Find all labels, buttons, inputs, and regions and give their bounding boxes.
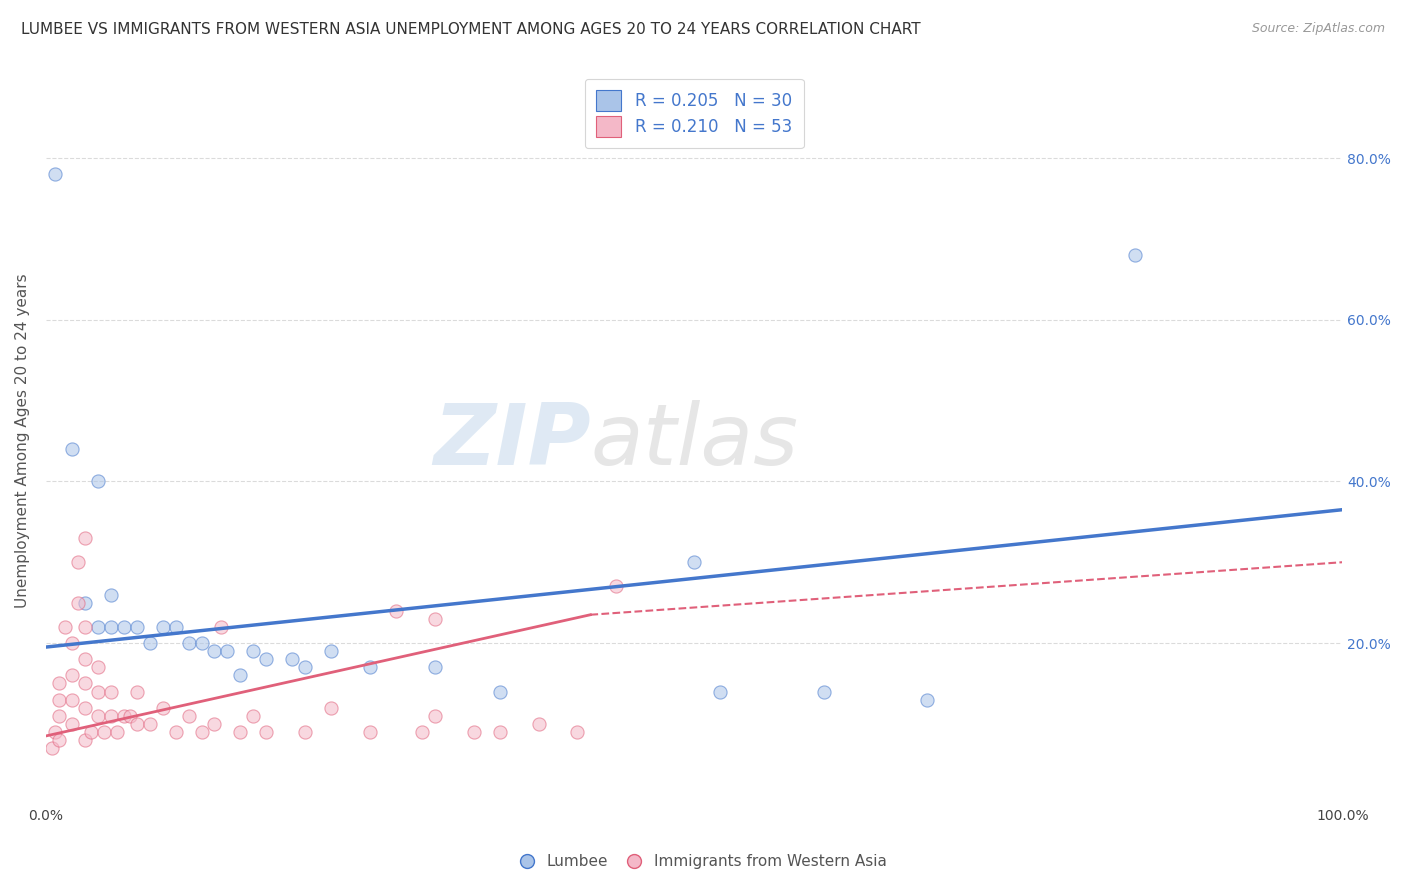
Point bbox=[359, 660, 381, 674]
Point bbox=[60, 636, 83, 650]
Point bbox=[73, 700, 96, 714]
Point bbox=[60, 442, 83, 456]
Point bbox=[87, 660, 110, 674]
Point bbox=[100, 588, 122, 602]
Point bbox=[125, 620, 148, 634]
Point bbox=[100, 708, 122, 723]
Point bbox=[125, 684, 148, 698]
Point bbox=[93, 725, 115, 739]
Point bbox=[41, 741, 63, 756]
Point bbox=[190, 636, 212, 650]
Point bbox=[112, 708, 135, 723]
Point bbox=[60, 668, 83, 682]
Point bbox=[190, 725, 212, 739]
Point bbox=[321, 700, 343, 714]
Point bbox=[683, 555, 706, 569]
Point bbox=[294, 725, 316, 739]
Text: Source: ZipAtlas.com: Source: ZipAtlas.com bbox=[1251, 22, 1385, 36]
Point bbox=[73, 620, 96, 634]
Point bbox=[813, 684, 835, 698]
Point bbox=[67, 555, 90, 569]
Point bbox=[709, 684, 731, 698]
Y-axis label: Unemployment Among Ages 20 to 24 years: Unemployment Among Ages 20 to 24 years bbox=[15, 274, 30, 608]
Point bbox=[165, 725, 187, 739]
Point bbox=[87, 620, 110, 634]
Point bbox=[385, 604, 408, 618]
Point bbox=[567, 725, 589, 739]
Point bbox=[605, 579, 627, 593]
Point bbox=[60, 716, 83, 731]
Point bbox=[488, 725, 510, 739]
Point bbox=[73, 652, 96, 666]
Point bbox=[463, 725, 485, 739]
Point bbox=[73, 733, 96, 747]
Point bbox=[204, 716, 226, 731]
Point bbox=[87, 708, 110, 723]
Point bbox=[209, 620, 232, 634]
Point bbox=[488, 684, 510, 698]
Point bbox=[411, 725, 433, 739]
Point bbox=[73, 676, 96, 690]
Point bbox=[48, 708, 70, 723]
Legend: Lumbee, Immigrants from Western Asia: Lumbee, Immigrants from Western Asia bbox=[513, 848, 893, 875]
Point bbox=[423, 660, 446, 674]
Point bbox=[48, 733, 70, 747]
Point bbox=[165, 620, 187, 634]
Point bbox=[527, 716, 550, 731]
Point bbox=[423, 708, 446, 723]
Point bbox=[177, 636, 200, 650]
Text: ZIP: ZIP bbox=[433, 400, 591, 483]
Point bbox=[73, 596, 96, 610]
Point bbox=[44, 725, 66, 739]
Point bbox=[229, 725, 252, 739]
Point bbox=[917, 692, 939, 706]
Point bbox=[254, 652, 277, 666]
Point bbox=[254, 725, 277, 739]
Point bbox=[242, 644, 264, 658]
Point bbox=[44, 168, 66, 182]
Point bbox=[100, 620, 122, 634]
Point bbox=[60, 692, 83, 706]
Point bbox=[321, 644, 343, 658]
Point bbox=[120, 708, 142, 723]
Point bbox=[242, 708, 264, 723]
Point bbox=[67, 596, 90, 610]
Point bbox=[217, 644, 239, 658]
Point bbox=[112, 620, 135, 634]
Point bbox=[105, 725, 128, 739]
Point bbox=[87, 684, 110, 698]
Point bbox=[80, 725, 103, 739]
Point bbox=[359, 725, 381, 739]
Point bbox=[125, 716, 148, 731]
Point bbox=[204, 644, 226, 658]
Point bbox=[281, 652, 304, 666]
Legend: R = 0.205   N = 30, R = 0.210   N = 53: R = 0.205 N = 30, R = 0.210 N = 53 bbox=[585, 78, 804, 148]
Point bbox=[294, 660, 316, 674]
Point bbox=[1123, 248, 1146, 262]
Point bbox=[87, 475, 110, 489]
Point bbox=[423, 612, 446, 626]
Text: LUMBEE VS IMMIGRANTS FROM WESTERN ASIA UNEMPLOYMENT AMONG AGES 20 TO 24 YEARS CO: LUMBEE VS IMMIGRANTS FROM WESTERN ASIA U… bbox=[21, 22, 921, 37]
Point bbox=[138, 716, 160, 731]
Point bbox=[152, 700, 174, 714]
Point bbox=[48, 692, 70, 706]
Point bbox=[138, 636, 160, 650]
Point bbox=[73, 531, 96, 545]
Point bbox=[177, 708, 200, 723]
Point bbox=[229, 668, 252, 682]
Point bbox=[100, 684, 122, 698]
Point bbox=[48, 676, 70, 690]
Text: atlas: atlas bbox=[591, 400, 799, 483]
Point bbox=[55, 620, 77, 634]
Point bbox=[152, 620, 174, 634]
